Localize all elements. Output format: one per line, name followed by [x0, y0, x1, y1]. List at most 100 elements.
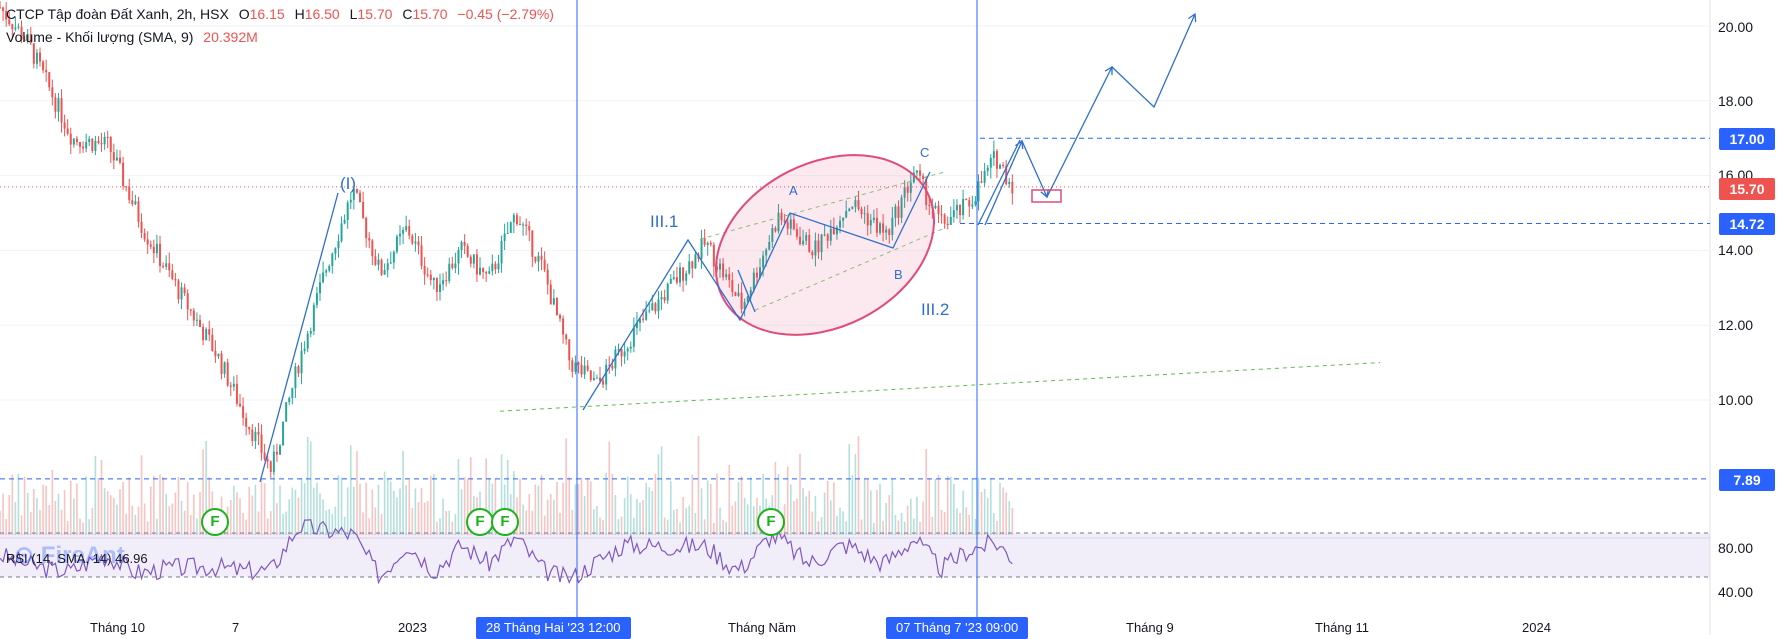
volume-bar [11, 474, 14, 535]
volume-bar [663, 517, 666, 535]
volume-bar [869, 490, 872, 535]
f-badge-3[interactable]: F [491, 508, 519, 536]
volume-bar [242, 512, 244, 535]
candle-body [488, 271, 491, 274]
volume-bar [805, 496, 807, 535]
volume-bar [146, 521, 149, 535]
volume-bar [442, 498, 444, 535]
volume-bar [291, 487, 294, 535]
candle-body [937, 205, 940, 215]
candle-body [506, 233, 509, 235]
volume-bar [885, 503, 887, 535]
arrow-head [1188, 12, 1197, 23]
candle-body [768, 242, 771, 250]
volume-bar [537, 485, 540, 535]
volume-bar [989, 478, 992, 535]
candle-body [1002, 164, 1005, 167]
candle-body [934, 205, 937, 209]
volume-bar [836, 515, 838, 535]
candle-body [734, 291, 737, 296]
volume-bar [777, 474, 780, 535]
volume-bar [879, 483, 881, 535]
wave-label-b: B [894, 267, 903, 282]
volume-bar [208, 477, 211, 535]
candle-body [408, 226, 411, 236]
low-label: L [349, 6, 358, 22]
candle-body [955, 204, 958, 211]
volume-bar [328, 509, 331, 535]
candle-body [519, 224, 522, 226]
candle-body [980, 181, 983, 183]
volume-bar [617, 519, 620, 535]
volume-bar [891, 478, 894, 535]
f-badge-1[interactable]: F [201, 508, 229, 536]
open-value: 16.15 [249, 6, 285, 22]
volume-bar [549, 493, 552, 535]
volume-bar [802, 488, 804, 535]
volume-bar [974, 518, 977, 535]
volume-bar [149, 486, 152, 535]
candle-body [183, 287, 186, 294]
f-badge-2[interactable]: F [466, 508, 494, 536]
candle-body [694, 254, 697, 269]
candle-body [783, 220, 786, 223]
volume-bar [63, 489, 66, 535]
candle-body [405, 226, 408, 231]
candle-body [722, 263, 725, 278]
volume-bar [925, 449, 927, 535]
candle-body [279, 445, 282, 455]
candle-body [986, 167, 989, 172]
candle-body [826, 234, 829, 241]
candle-body [885, 229, 888, 233]
candle-body [383, 270, 386, 275]
candle-body [374, 256, 377, 265]
wave-ellipse [714, 154, 936, 336]
volume-bar [562, 482, 564, 535]
candle-body [515, 215, 518, 225]
candle-body [642, 318, 645, 320]
volume-bar [866, 479, 869, 535]
volume-bar [343, 516, 346, 535]
volume-bar [260, 479, 263, 535]
candle-body [69, 133, 72, 145]
volume-bar [909, 498, 912, 535]
volume-bar [405, 485, 407, 535]
candle-body [559, 315, 562, 319]
volume-bar [709, 484, 712, 535]
candle-body [119, 157, 122, 163]
candle-body [0, 7, 1, 9]
volume-bar [623, 498, 626, 535]
rsi-line [0, 519, 1013, 585]
volume-bar [740, 476, 743, 535]
volume-bar [254, 484, 257, 535]
volume-bar [353, 486, 355, 535]
volume-bar [349, 445, 352, 535]
volume-bar [420, 487, 423, 535]
candle-body [340, 223, 343, 242]
candle-body [719, 263, 722, 270]
volume-bar [522, 504, 524, 535]
volume-bar [639, 502, 641, 535]
volume-bar [716, 473, 718, 535]
crosshair-date-1: 28 Tháng Hai '23 12:00 [476, 617, 631, 639]
candle-body [180, 287, 183, 300]
candle-body [337, 241, 340, 249]
watermark-text: FireAnt [40, 542, 125, 569]
ohlc-legend: CTCP Tập đoàn Đất Xanh, 2h, HSX O16.15 H… [6, 6, 560, 22]
volume-bar [168, 506, 171, 535]
volume-bar [531, 510, 534, 535]
volume-value: 20.392M [203, 29, 258, 45]
candle-body [829, 228, 832, 241]
f-badge-4[interactable]: F [757, 508, 785, 536]
volume-bar [229, 499, 232, 535]
candle-body [891, 217, 894, 236]
volume-bar [993, 513, 995, 535]
candle-body [574, 362, 577, 372]
volume-bar [380, 514, 383, 535]
volume-bar [713, 522, 715, 535]
candle-body [448, 263, 451, 281]
volume-bar [451, 521, 454, 535]
volume-bar [177, 476, 180, 535]
volume-bar [796, 498, 798, 535]
